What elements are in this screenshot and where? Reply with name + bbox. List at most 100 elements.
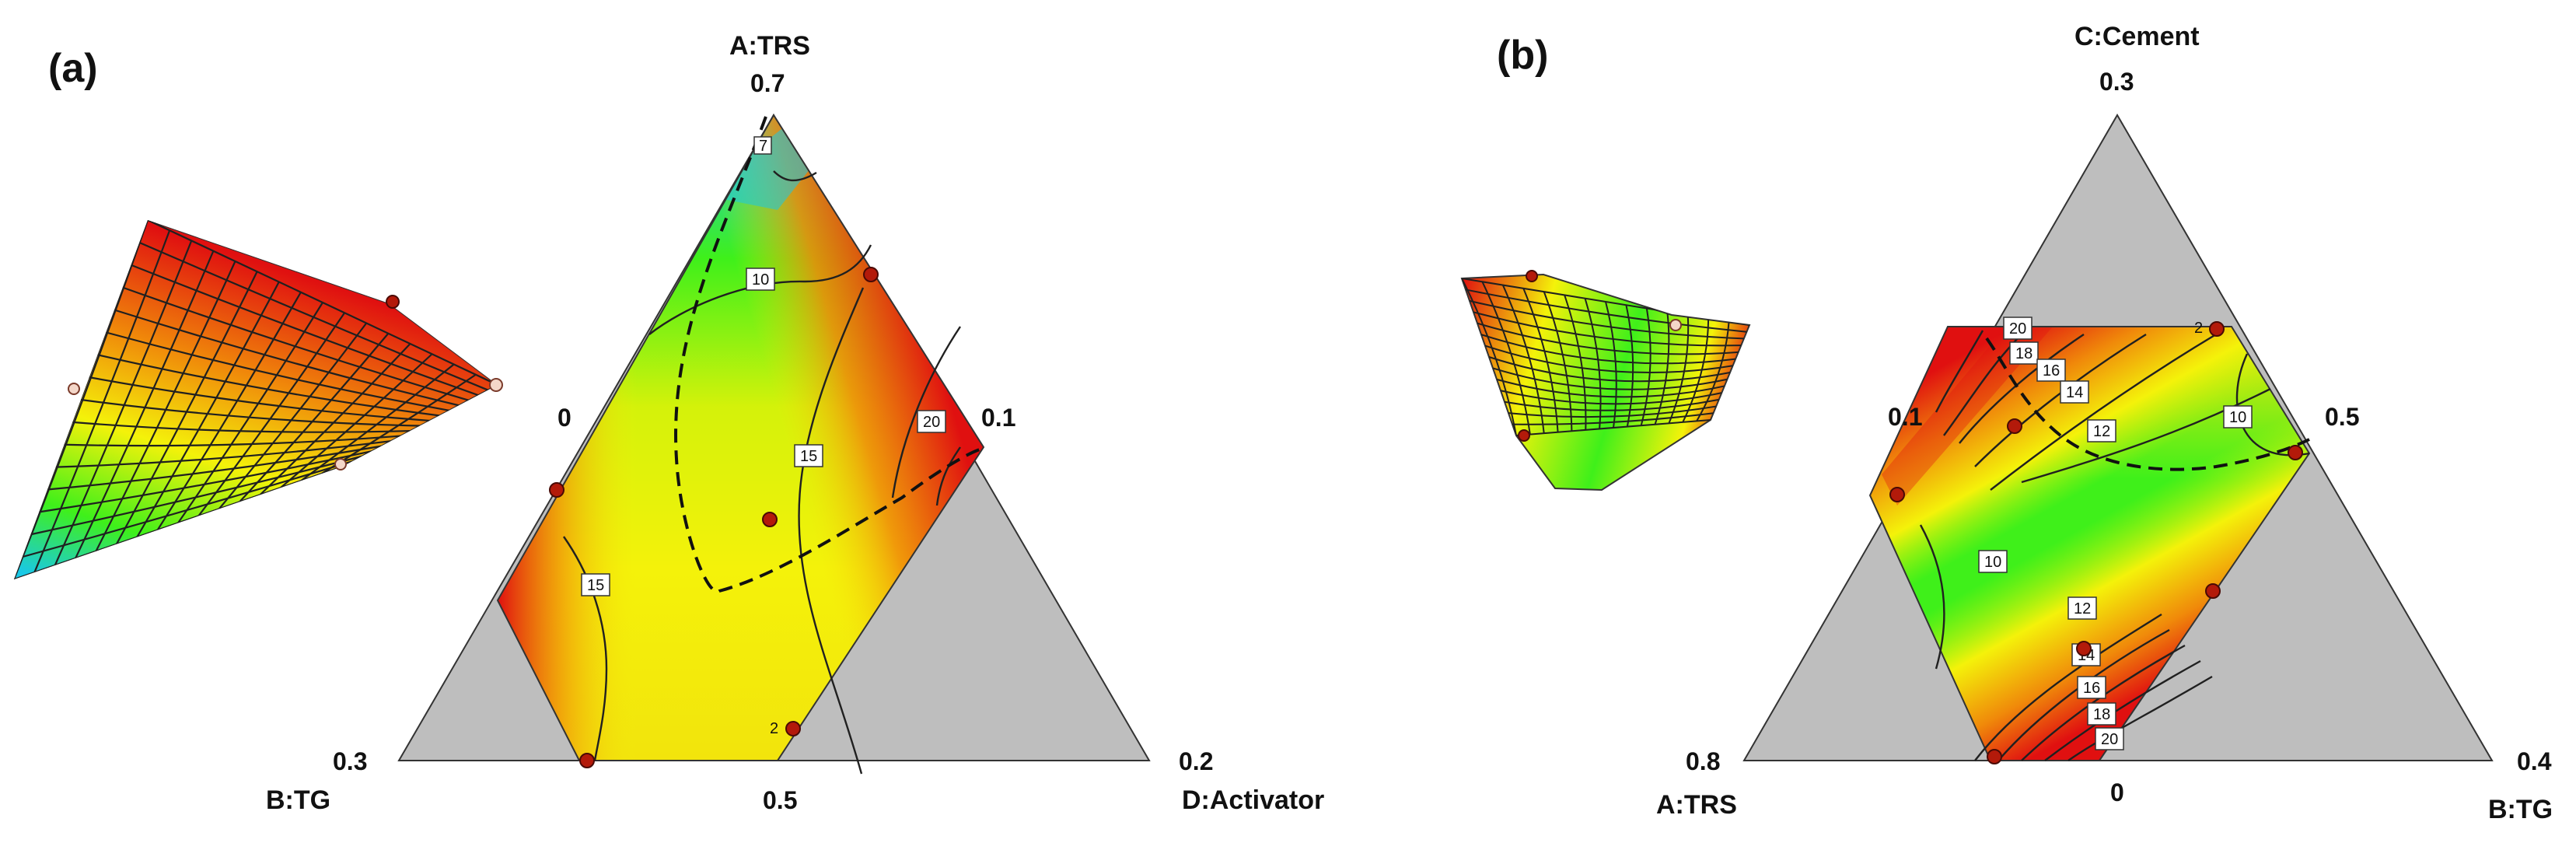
svg-text:16: 16 [2083,680,2100,697]
mesh-line [30,455,362,536]
panel-label-b: (b) [1497,33,1548,78]
mesh-line [156,292,302,531]
surface-inset-b [1460,270,1751,491]
tick-left-a: 0.3 [333,747,367,775]
svg-text:15: 15 [587,577,604,594]
mesh-line [95,261,236,552]
mesh-line [75,250,215,559]
svg-text:20: 20 [923,414,940,431]
contour-labels: 20 18 16 14 12 10 10 12 14 16 18 20 2 [1978,317,2253,750]
mesh-line [1515,419,1711,436]
tick-bottom-a: 0.5 [763,786,797,814]
mesh-line [80,398,421,427]
dashed-boundary [1985,337,2310,471]
dashed-boundary [674,116,980,593]
design-point [489,378,503,392]
mesh-line [1564,295,1587,430]
mesh-line [1462,278,1517,436]
surface-inset-a [14,220,503,579]
mesh-line [1682,318,1710,423]
mesh-line [1584,298,1602,429]
mesh-line [47,445,382,491]
mesh-line [239,333,390,503]
vertex-label-right-b: B:TG [2488,795,2553,824]
mesh-line [1605,301,1617,428]
mesh-line [1654,311,1670,425]
mesh-line [97,354,440,417]
mesh-line [197,312,346,517]
tick-midright-a: 0.1 [981,404,1015,432]
feasible-region [496,114,985,761]
mesh-line [177,302,323,524]
tick-midleft-b: 0.1 [1888,403,1922,431]
ternary-plot-b: 20 18 16 14 12 10 10 12 14 16 18 20 2 C:… [1656,22,2553,824]
mesh-line [1696,321,1730,422]
mesh-line [1640,308,1652,426]
mesh-line [136,281,280,538]
mesh-line [1492,367,1728,390]
tick-right-b: 0.4 [2517,747,2552,775]
vertex-label-top-b: C:Cement [2074,22,2200,51]
mesh-line [64,435,401,447]
mesh-line [218,322,368,510]
vertex-label-top-a: A:TRS [729,31,810,61]
tick-midright-b: 0.5 [2325,403,2359,431]
mesh-line [259,343,411,496]
design-point [68,383,80,395]
design-point [334,458,347,470]
contour-lines [563,170,961,775]
contour-lines [1919,330,2310,761]
svg-text:14: 14 [2066,384,2083,401]
mesh-line [1484,345,1733,374]
mesh-line [1488,356,1731,383]
mesh-line [54,240,193,566]
svg-text:7: 7 [759,138,767,155]
mesh-line [1522,288,1559,432]
vertex-label-left-a: B:TG [266,785,330,815]
svg-text:10: 10 [1984,554,2001,571]
mesh-line [1481,281,1531,435]
design-point [386,295,400,309]
design-point [1518,429,1530,442]
design-points [549,267,879,768]
svg-text:20: 20 [2101,731,2118,748]
tick-top-b: 0.3 [2099,68,2134,96]
tick-bottom-b: 0 [2110,778,2124,806]
vertex-label-right-a: D:Activator [1182,785,1324,815]
svg-text:10: 10 [2229,409,2246,426]
svg-text:18: 18 [2015,345,2032,362]
mesh-line [1508,405,1717,418]
mesh-line [1477,322,1739,355]
svg-text:20: 20 [2009,320,2026,338]
mesh-line [89,376,430,422]
svg-text:18: 18 [2093,706,2110,723]
mesh-line [1543,291,1573,432]
mesh-line [33,229,171,573]
mesh-line [115,271,258,545]
panel-label-a: (a) [48,46,98,91]
mesh-line [1668,315,1690,424]
tick-right-a: 0.2 [1179,747,1213,775]
tick-midleft-a: 0 [557,404,571,432]
mesh-line [280,353,433,489]
mesh-line [22,460,352,558]
mesh-line [1512,412,1714,425]
design-point [1526,270,1538,282]
mesh-line [39,450,372,513]
mesh-line [72,421,411,433]
tick-left-b: 0.8 [1686,747,1720,775]
mesh-line [55,440,391,468]
mesh-line [1480,334,1736,365]
svg-text:15: 15 [800,448,817,465]
design-point [1669,319,1682,331]
svg-text:16: 16 [2043,362,2060,380]
design-points [1889,321,2303,764]
svg-text:12: 12 [2074,600,2091,617]
mesh-line [1625,305,1634,427]
svg-text:12: 12 [2093,423,2110,440]
svg-text:10: 10 [752,271,769,289]
svg-text:2: 2 [2194,320,2203,337]
contour-labels: 7 10 15 20 15 2 [581,136,946,737]
mesh-line [1465,289,1747,333]
